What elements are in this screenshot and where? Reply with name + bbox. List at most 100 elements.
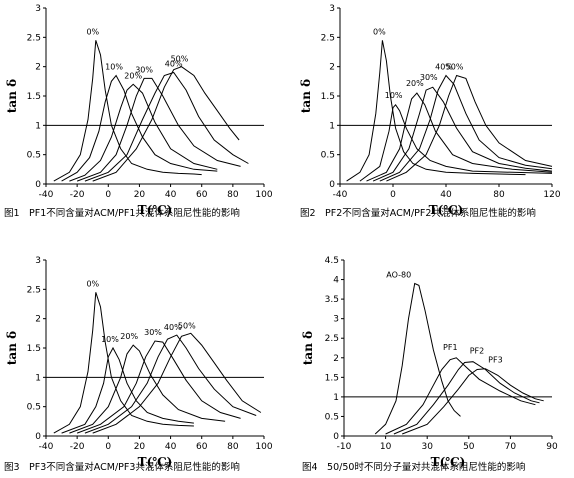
y-tick-label: 4.5 bbox=[325, 256, 339, 266]
series-line bbox=[393, 361, 540, 435]
series-line bbox=[61, 346, 194, 434]
series-line bbox=[385, 357, 536, 435]
y-tick-label: 2.5 bbox=[321, 33, 335, 43]
x-tick-label: 50 bbox=[463, 442, 475, 452]
series-label: 30% bbox=[144, 328, 162, 337]
series-label: 20% bbox=[406, 79, 424, 88]
chart-panel-1: 0 0.5 1 1.5 2 2.5 3 -40 -20 0 20 40 60 80 100 0% 10%20%3… bbox=[4, 4, 273, 219]
y-tick-label: 1.5 bbox=[321, 92, 335, 102]
y-tick-label: 3 bbox=[35, 256, 41, 266]
series-line bbox=[92, 332, 262, 434]
y-tick-label: 4 bbox=[333, 276, 339, 286]
series-line bbox=[374, 282, 461, 435]
series-line bbox=[402, 368, 544, 435]
series-line bbox=[359, 103, 553, 182]
x-tick-label: 100 bbox=[255, 190, 272, 200]
x-axis-label: T(℃) bbox=[138, 203, 173, 217]
figure-caption: 图2 PF2不同含量对ACM/PF2共混体系阻尼性能的影响 bbox=[300, 207, 536, 219]
series-label: 30% bbox=[420, 73, 438, 82]
figure-caption: 图3 PF3不同含量对ACM/PF3共混体系阻尼性能的影响 bbox=[4, 461, 240, 473]
series-line bbox=[346, 40, 526, 182]
y-tick-label: 1 bbox=[329, 121, 335, 131]
series-label: AO-80 bbox=[386, 270, 411, 279]
chart-panel-4: 0 0.5 1 1.5 2 2.5 3 3.5 4 4.5 -10 10 30 50 70 90 AO-80 PF… bbox=[301, 256, 558, 473]
x-axis-label: T(℃) bbox=[138, 455, 173, 469]
x-tick-label: 30 bbox=[421, 442, 433, 452]
y-tick-label: 3 bbox=[329, 4, 335, 14]
series-label: 40% bbox=[435, 62, 453, 71]
figure-caption: 图4 50/50时不同分子量对共混体系阻尼性能的影响 bbox=[302, 461, 525, 473]
x-tick-label: 0 bbox=[105, 190, 111, 200]
series-label: 20% bbox=[124, 71, 142, 80]
y-tick-label: 0.5 bbox=[321, 151, 335, 161]
y-tick-label: 2.5 bbox=[325, 334, 339, 344]
series-label: 0% bbox=[86, 279, 99, 288]
x-tick-label: 80 bbox=[227, 442, 239, 452]
y-tick-label: 3.5 bbox=[325, 295, 339, 305]
series-label: 10% bbox=[101, 335, 119, 344]
x-tick-label: 60 bbox=[196, 190, 208, 200]
series-line bbox=[69, 83, 218, 182]
series-label: 20% bbox=[120, 332, 138, 341]
y-tick-label: 0 bbox=[35, 432, 41, 442]
series-label: 50% bbox=[446, 62, 464, 71]
x-tick-label: 40 bbox=[440, 190, 452, 200]
series-label: 10% bbox=[385, 91, 403, 100]
x-tick-label: -40 bbox=[39, 442, 54, 452]
x-tick-label: 100 bbox=[255, 442, 272, 452]
y-tick-label: 1 bbox=[35, 373, 41, 383]
y-tick-label: 2 bbox=[333, 354, 339, 364]
y-tick-label: 1 bbox=[333, 393, 339, 403]
y-tick-label: 1 bbox=[35, 121, 41, 131]
series-label: 50% bbox=[171, 55, 189, 64]
y-tick-label: 1.5 bbox=[325, 373, 339, 383]
x-tick-label: 0 bbox=[390, 190, 396, 200]
x-tick-label: 80 bbox=[227, 190, 239, 200]
series-line bbox=[372, 86, 553, 182]
series-label: 10% bbox=[105, 62, 123, 71]
x-tick-label: -40 bbox=[333, 190, 348, 200]
series-line bbox=[69, 344, 226, 434]
x-tick-label: -20 bbox=[70, 190, 85, 200]
series-label: PF1 bbox=[443, 343, 458, 352]
series-line bbox=[76, 340, 241, 434]
series-line bbox=[386, 74, 553, 182]
y-tick-label: 2 bbox=[35, 315, 41, 325]
y-tick-label: 1.5 bbox=[27, 344, 41, 354]
series-label: 30% bbox=[135, 65, 153, 74]
x-tick-label: -10 bbox=[337, 442, 352, 452]
y-tick-label: 2 bbox=[35, 63, 41, 73]
series-line bbox=[379, 74, 553, 182]
series-label: PF3 bbox=[488, 356, 503, 365]
x-tick-label: 10 bbox=[380, 442, 392, 452]
x-tick-label: 0 bbox=[105, 442, 111, 452]
y-axis-label: tan δ bbox=[5, 79, 19, 113]
y-axis-label: tan δ bbox=[301, 331, 315, 365]
series-line bbox=[92, 66, 240, 182]
figure-caption: 图1 PF1不同含量对ACM/PF1共混体系阻尼性能的影响 bbox=[4, 207, 240, 219]
x-tick-label: 20 bbox=[134, 442, 146, 452]
chart-panel-2: 00.511.522.53-40 0 40 80 1200%10%20%30%40%50… bbox=[299, 4, 561, 219]
x-tick-label: 80 bbox=[493, 190, 505, 200]
x-tick-label: 90 bbox=[546, 442, 558, 452]
x-tick-label: 70 bbox=[505, 442, 517, 452]
series-line bbox=[76, 77, 241, 182]
y-tick-label: 0 bbox=[329, 180, 335, 190]
x-tick-label: 40 bbox=[165, 442, 177, 452]
y-tick-label: 0.5 bbox=[27, 151, 41, 161]
y-tick-label: 2 bbox=[329, 63, 335, 73]
y-tick-label: 0.5 bbox=[325, 412, 339, 422]
x-tick-label: 60 bbox=[196, 442, 208, 452]
series-line bbox=[61, 74, 218, 182]
series-label: 40% bbox=[164, 323, 182, 332]
series-line bbox=[53, 40, 202, 182]
y-tick-label: 1.5 bbox=[27, 92, 41, 102]
x-tick-label: 120 bbox=[543, 190, 560, 200]
series-line bbox=[53, 292, 194, 434]
series-line bbox=[84, 334, 257, 434]
series-label: 0% bbox=[86, 27, 99, 36]
series-line bbox=[84, 71, 249, 182]
series-label: 40% bbox=[165, 60, 183, 69]
series-label: 50% bbox=[178, 321, 196, 330]
